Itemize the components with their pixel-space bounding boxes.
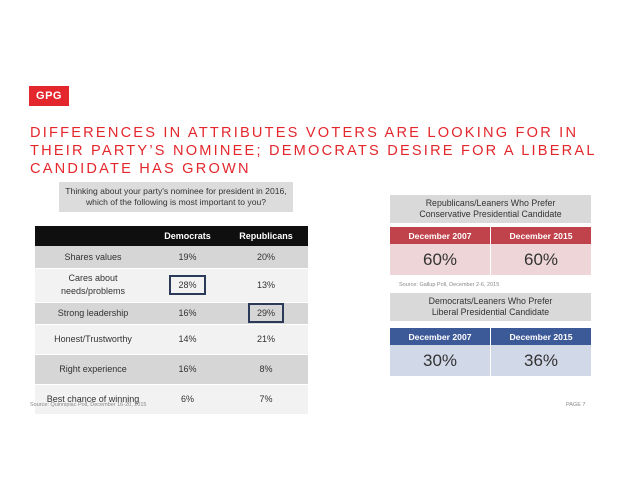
republican-box-title-line-2: Conservative Presidential Candidate <box>419 209 562 219</box>
row-value-democrats: 19% <box>151 246 224 269</box>
row-value-republicans: 20% <box>224 246 308 269</box>
row-value-republicans: 8% <box>224 354 308 385</box>
row-value-republicans: 29% <box>224 302 308 325</box>
democrat-box-title-line-1: Democrats/Leaners Who Prefer <box>428 296 553 306</box>
row-value-republicans: 7% <box>224 384 308 415</box>
cell-value: 16% <box>178 308 197 318</box>
page-title-line-2: THEIR PARTY’S NOMINEE; DEMOCRATS DESIRE … <box>30 143 597 159</box>
cell-value: 7% <box>259 394 273 404</box>
democrat-box-title: Democrats/Leaners Who Prefer Liberal Pre… <box>390 293 591 321</box>
democrat-box-title-line-2: Liberal Presidential Candidate <box>431 307 550 317</box>
table-row: Best chance of winning 6% 7% <box>35 384 308 415</box>
page-title-line-3: CANDIDATE HAS GROWN <box>30 161 251 177</box>
table-row: Strong leadership 16% 29% <box>35 302 308 325</box>
table-row: Shares values 19% 20% <box>35 246 308 269</box>
row-label: Shares values <box>35 246 151 269</box>
republican-box-value-2015: 60% <box>490 244 591 275</box>
cell-value: 8% <box>259 364 273 374</box>
row-label: Best chance of winning <box>35 384 151 415</box>
attributes-header-democrats: Democrats <box>151 226 224 246</box>
row-value-democrats: 14% <box>151 324 224 355</box>
democrat-box-col-2007: December 2007 <box>390 328 491 345</box>
cell-value: 14% <box>178 334 197 344</box>
democrat-box-table: December 2007 December 2015 30% 36% <box>390 328 591 376</box>
table-row: Right experience 16% 8% <box>35 354 308 385</box>
cell-value: 21% <box>256 334 275 344</box>
democrat-box-col-2015: December 2015 <box>490 328 591 345</box>
row-value-republicans: 21% <box>224 324 308 355</box>
row-label: Cares about needs/problems <box>35 268 151 303</box>
gallup-source: Source: Gallup Poll, December 2-6, 2015 <box>399 282 500 288</box>
attributes-table-body: Shares values 19% 20% Cares about needs/pro… <box>35 246 308 415</box>
page-title: DIFFERENCES IN ATTRIBUTES VOTERS ARE LOO… <box>30 124 620 178</box>
highlighted-value: 29% <box>247 303 284 323</box>
highlighted-value: 28% <box>169 275 206 295</box>
cell-value: 16% <box>178 364 197 374</box>
row-value-democrats: 28% <box>151 268 224 303</box>
row-value-democrats: 6% <box>151 384 224 415</box>
row-label: Honest/Trustworthy <box>35 324 151 355</box>
democrat-box-value-2015: 36% <box>490 345 591 376</box>
survey-question: Thinking about your party's nominee for … <box>59 182 293 212</box>
attributes-header-republicans: Republicans <box>224 226 308 246</box>
row-label: Strong leadership <box>35 302 151 325</box>
page-title-line-1: DIFFERENCES IN ATTRIBUTES VOTERS ARE LOO… <box>30 125 579 141</box>
row-value-democrats: 16% <box>151 302 224 325</box>
republican-box-title: Republicans/Leaners Who Prefer Conservat… <box>390 195 591 223</box>
republican-box-col-2015: December 2015 <box>490 227 591 244</box>
table-row: Cares about needs/problems 28% 13% <box>35 268 308 303</box>
page-number: PAGE 7 <box>566 402 586 408</box>
gpg-logo: GPG <box>29 86 69 106</box>
democrat-box-value-2007: 30% <box>390 345 491 376</box>
cell-value: 13% <box>256 280 275 290</box>
cell-value: 19% <box>178 251 197 262</box>
attributes-header-blank <box>35 226 151 246</box>
row-value-democrats: 16% <box>151 354 224 385</box>
republican-box-col-2007: December 2007 <box>390 227 491 244</box>
row-value-republicans: 13% <box>224 268 308 303</box>
cell-value: 6% <box>180 394 194 404</box>
republican-box-title-line-1: Republicans/Leaners Who Prefer <box>425 198 556 208</box>
attributes-table: Democrats Republicans Shares values 19% 20… <box>35 226 308 415</box>
table-row: Honest/Trustworthy 14% 21% <box>35 324 308 355</box>
cell-value: 20% <box>256 251 275 262</box>
republican-box-value-2007: 60% <box>390 244 491 275</box>
republican-box-table: December 2007 December 2015 60% 60% <box>390 227 591 275</box>
quinnipiac-source: Source: Quinnipiac Poll, December 16-20,… <box>30 402 147 408</box>
row-label: Right experience <box>35 354 151 385</box>
